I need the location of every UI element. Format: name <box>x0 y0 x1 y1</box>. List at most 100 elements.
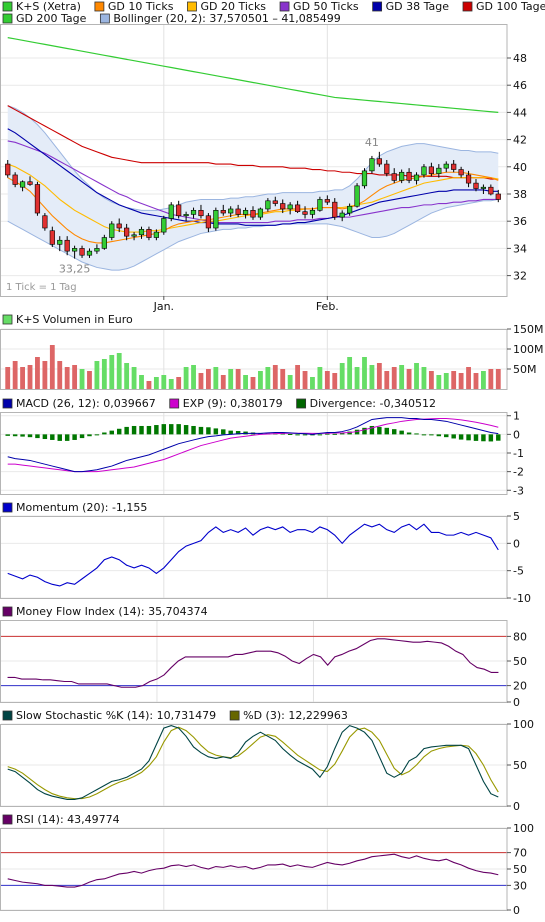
volume-bar <box>392 367 397 389</box>
y-tick-label: -3 <box>513 484 524 497</box>
volume-bar <box>488 369 493 389</box>
y-tick-label: 36 <box>513 215 527 228</box>
legend-swatch <box>95 2 104 11</box>
macd-line <box>8 418 499 472</box>
legend-swatch <box>3 607 12 616</box>
divergence-bar <box>80 434 84 438</box>
divergence-bar <box>58 434 62 441</box>
divergence-bar <box>318 434 322 435</box>
volume-bar <box>13 361 18 389</box>
candle-body <box>50 231 55 245</box>
volume-bar <box>362 357 367 389</box>
volume-bar <box>310 377 315 389</box>
candle-body <box>117 224 122 228</box>
x-tick-label: Feb. <box>316 300 339 313</box>
volume-bar <box>184 367 189 389</box>
volume-bar <box>139 375 144 389</box>
y-tick-label: 50 <box>513 863 527 876</box>
volume-bar <box>496 369 501 389</box>
candle-body <box>139 229 144 234</box>
y-tick-label: 48 <box>513 52 527 65</box>
volume-bar <box>221 375 226 389</box>
volume-bar <box>57 361 62 389</box>
volume-bar <box>161 375 166 389</box>
candle-body <box>109 224 114 238</box>
divergence-bar <box>28 434 32 437</box>
money-flow-line <box>8 639 499 687</box>
momentum-panel: Momentum (20): -1,155-10-505 <box>1 501 531 605</box>
volume-bar <box>154 377 159 389</box>
legend-label: Money Flow Index (14): 35,704374 <box>16 605 208 618</box>
stochastic-k-line <box>8 726 499 800</box>
candle-body <box>347 206 352 213</box>
volume-bar <box>206 369 211 389</box>
legend-swatch <box>463 2 472 11</box>
volume-title: K+S Volumen in Euro <box>16 313 133 326</box>
volume-bar <box>332 373 337 389</box>
divergence-bar <box>5 434 9 435</box>
volume-bar <box>258 371 263 389</box>
panel-frame <box>1 517 508 599</box>
candle-body <box>384 164 389 174</box>
candle-body <box>295 205 300 212</box>
y-tick-label: 30 <box>513 879 527 892</box>
divergence-bar <box>422 434 426 435</box>
volume-bar <box>109 355 114 389</box>
x-tick-label: Jan. <box>153 300 174 313</box>
candle-body <box>154 232 159 237</box>
volume-bar <box>481 371 486 389</box>
candle-body <box>228 209 233 213</box>
divergence-bar <box>429 434 433 435</box>
volume-bar <box>20 367 25 389</box>
divergence-bar <box>481 434 485 441</box>
divergence-bar <box>162 424 166 434</box>
y-tick-label: 0 <box>513 428 520 441</box>
divergence-bar <box>35 434 39 438</box>
divergence-bar <box>102 433 106 435</box>
legend-swatch <box>297 399 306 408</box>
divergence-bar <box>13 434 17 436</box>
legend-label: Bollinger (20, 2): 37,570501 – 41,085499 <box>113 12 340 25</box>
candle-body <box>355 186 360 206</box>
candle-body <box>258 209 263 217</box>
volume-bar <box>147 381 152 389</box>
y-tick-label: 40 <box>513 161 527 174</box>
volume-bar <box>65 367 70 389</box>
volume-bar <box>87 371 92 389</box>
y-tick-label: -5 <box>513 565 524 578</box>
candle-body <box>414 175 419 180</box>
volume-bar <box>132 367 137 389</box>
extreme-value-label: 41 <box>365 136 379 149</box>
candle-body <box>35 184 40 213</box>
divergence-bar <box>184 425 188 434</box>
candle-body <box>444 164 449 168</box>
divergence-bar <box>295 434 299 435</box>
volume-bar <box>288 375 293 389</box>
volume-bar <box>303 371 308 389</box>
divergence-bar <box>176 424 180 434</box>
volume-bar <box>199 373 204 389</box>
volume-bar <box>80 369 85 389</box>
candle-body <box>20 182 25 187</box>
volume-bar <box>124 363 129 389</box>
volume-bar <box>72 365 77 389</box>
divergence-bar <box>303 434 307 435</box>
candle-body <box>251 210 256 217</box>
y-tick-label: 0 <box>513 696 520 709</box>
candle-body <box>169 205 174 219</box>
divergence-bar <box>407 433 411 435</box>
candle-body <box>72 248 77 251</box>
divergence-bar <box>110 431 114 435</box>
divergence-bar <box>333 434 337 435</box>
volume-bar <box>370 365 375 389</box>
divergence-bar <box>43 434 47 439</box>
legend-label: GD 38 Tage <box>386 0 450 13</box>
legend-swatch <box>3 711 12 720</box>
candle-body <box>437 168 442 173</box>
extreme-value-label: 33,25 <box>59 263 91 276</box>
volume-bar <box>117 353 122 389</box>
candle-body <box>273 201 278 204</box>
bollinger-band <box>8 106 499 271</box>
